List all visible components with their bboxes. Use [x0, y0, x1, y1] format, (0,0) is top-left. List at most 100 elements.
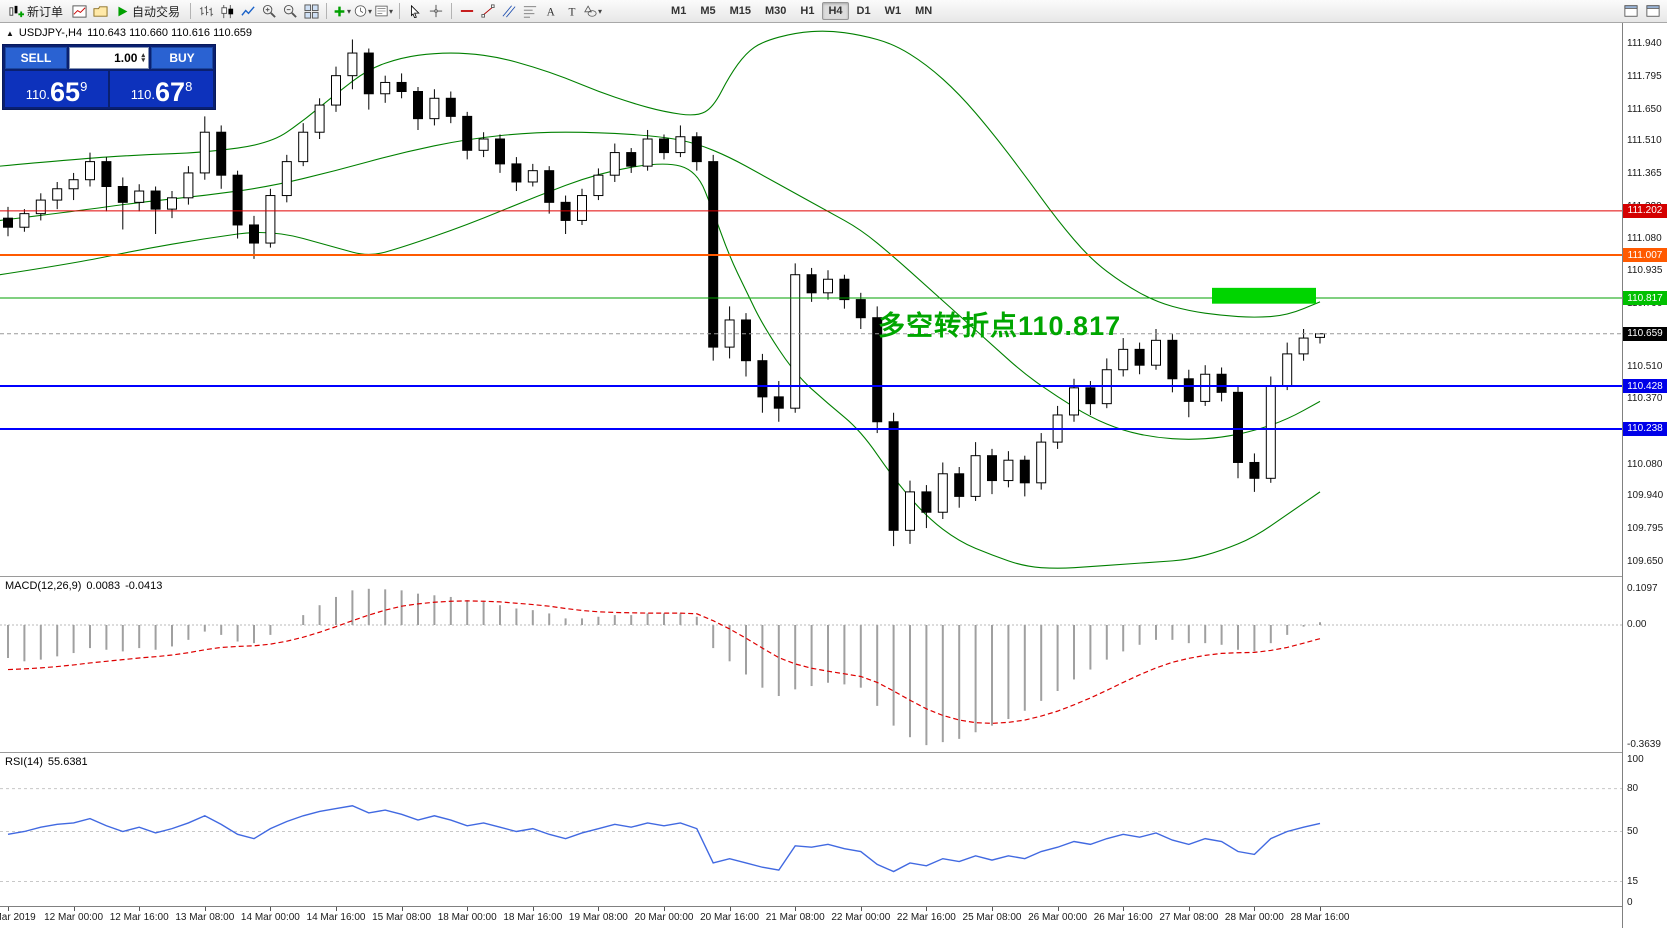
candle	[396, 73, 407, 99]
candle	[298, 123, 309, 167]
candle	[527, 163, 538, 187]
macd-indicator-label: MACD(12,26,9) 0.0083 -0.0413	[5, 580, 163, 592]
price-axis[interactable]: 111.940 111.795 111.650 111.510 111.365 111.2…	[1622, 23, 1667, 928]
time-axis-label: 22 Mar 16:00	[896, 912, 956, 923]
candle	[380, 75, 391, 103]
candle	[183, 166, 194, 205]
candle	[68, 172, 79, 201]
candle	[1216, 367, 1227, 402]
time-tick	[1320, 907, 1321, 911]
horizontal-line-icon[interactable]	[457, 1, 477, 21]
bollinger-middle-band	[0, 131, 1321, 440]
timeframe-button-h1[interactable]: H1	[800, 5, 815, 17]
timeframe-button-m30[interactable]: M30	[765, 5, 787, 17]
candle	[52, 181, 63, 210]
candle	[445, 91, 456, 124]
label-icon[interactable]: T	[562, 1, 582, 21]
time-tick	[139, 907, 141, 911]
one-click-collapse-icon[interactable]: ▲	[6, 28, 14, 38]
timeframe-button-m15[interactable]: M15	[729, 5, 751, 17]
panel-separator[interactable]	[0, 752, 1667, 753]
candle	[1298, 329, 1309, 361]
volume-input[interactable]: 1.00 ▴ ▾	[69, 47, 149, 69]
candlestick-chart-type-icon[interactable]	[217, 1, 237, 21]
autotrading-button[interactable]: 自动交易	[111, 1, 185, 21]
line-chart-type-icon[interactable]	[238, 1, 258, 21]
buy-button[interactable]: BUY	[151, 47, 213, 69]
time-axis-label: 12 Mar 16:00	[109, 912, 169, 923]
time-axis-label: 21 Mar 08:00	[765, 912, 825, 923]
zoom-out-icon[interactable]	[280, 1, 300, 21]
zoom-in-icon[interactable]	[259, 1, 279, 21]
new-chart-icon[interactable]	[69, 1, 89, 21]
time-axis-label: 13 Mar 08:00	[175, 912, 235, 923]
time-tick	[729, 907, 731, 911]
candle	[314, 98, 325, 140]
buy-price-pips: 67	[155, 77, 186, 107]
candle	[839, 274, 850, 309]
candle	[281, 154, 292, 203]
svg-text:T: T	[569, 6, 576, 18]
window-icon-2[interactable]	[1643, 1, 1663, 21]
rsi-panel[interactable]	[0, 753, 1622, 906]
candle	[232, 170, 243, 239]
panel-separator[interactable]	[0, 576, 1667, 577]
cursor-icon[interactable]	[405, 1, 425, 21]
trendline-icon[interactable]	[478, 1, 498, 21]
profiles-icon[interactable]	[90, 1, 110, 21]
templates-icon[interactable]: ▾	[374, 1, 394, 21]
candle	[806, 267, 817, 302]
time-axis-label: 25 Mar 08:00	[962, 912, 1022, 923]
fibonacci-icon[interactable]	[520, 1, 540, 21]
sell-button[interactable]: SELL	[5, 47, 67, 69]
autotrading-button-label: 自动交易	[132, 4, 181, 19]
candle	[855, 292, 866, 330]
volume-value[interactable]: 1.00	[114, 51, 138, 65]
timeframe-button-m5[interactable]: M5	[700, 5, 716, 17]
chart-annotation-text[interactable]: 多空转折点110.817	[878, 311, 1122, 341]
candle	[970, 442, 981, 501]
tile-windows-icon[interactable]	[301, 1, 321, 21]
window-icon-1[interactable]	[1621, 1, 1641, 21]
bar-chart-type-icon[interactable]	[196, 1, 216, 21]
rsi-axis-label: 100	[1627, 754, 1644, 765]
bollinger-upper-band	[0, 30, 1321, 318]
main-chart[interactable]	[0, 23, 1622, 576]
time-axis[interactable]: 11 Mar 2019 12 Mar 00:00 12 Mar 16:00 13 Ma…	[0, 906, 1622, 928]
highlight-rectangle[interactable]	[1212, 287, 1316, 304]
indicators-add-icon[interactable]: ▾	[332, 1, 352, 21]
buy-price[interactable]: 110. 67 8	[110, 71, 213, 107]
text-icon[interactable]: A	[541, 1, 561, 21]
timeframe-button-w1[interactable]: W1	[884, 5, 902, 17]
candle	[741, 313, 751, 377]
rsi-axis-label: 0	[1627, 897, 1633, 908]
candle	[1003, 451, 1014, 488]
candle	[560, 195, 571, 235]
sell-price-pips: 65	[50, 77, 81, 107]
periods-icon[interactable]: ▾	[353, 1, 373, 21]
shapes-icon[interactable]: ▾	[583, 1, 603, 21]
sell-price[interactable]: 110. 65 9	[5, 71, 108, 107]
price-axis-label: 111.080	[1627, 232, 1662, 244]
volume-spinner-icon[interactable]: ▴ ▾	[141, 52, 145, 64]
time-axis-label: 28 Mar 00:00	[1224, 912, 1284, 923]
candle	[708, 154, 719, 361]
time-axis-label: 20 Mar 16:00	[700, 912, 760, 923]
candle	[987, 448, 997, 495]
candle	[495, 134, 505, 173]
time-tick	[270, 907, 272, 911]
price-axis-label: 111.795	[1627, 70, 1662, 82]
timeframe-button-mn[interactable]: MN	[915, 5, 933, 17]
candle	[413, 86, 423, 130]
main-toolbar: 新订单 自动交易 ▾ ▾ ▾ A T ▾ M1 M5 M15 M30 H1 H4 D1 W1 MN	[0, 0, 1667, 23]
channel-icon[interactable]	[499, 1, 519, 21]
timeframe-button-h4[interactable]: H4	[822, 2, 849, 20]
timeframe-button-d1[interactable]: D1	[856, 5, 871, 17]
timeframe-button-m1[interactable]: M1	[671, 5, 687, 17]
candle	[577, 188, 587, 225]
new-order-button[interactable]: 新订单	[4, 1, 68, 21]
macd-panel[interactable]	[0, 577, 1622, 752]
time-tick	[336, 907, 337, 911]
crosshair-icon[interactable]	[426, 1, 446, 21]
